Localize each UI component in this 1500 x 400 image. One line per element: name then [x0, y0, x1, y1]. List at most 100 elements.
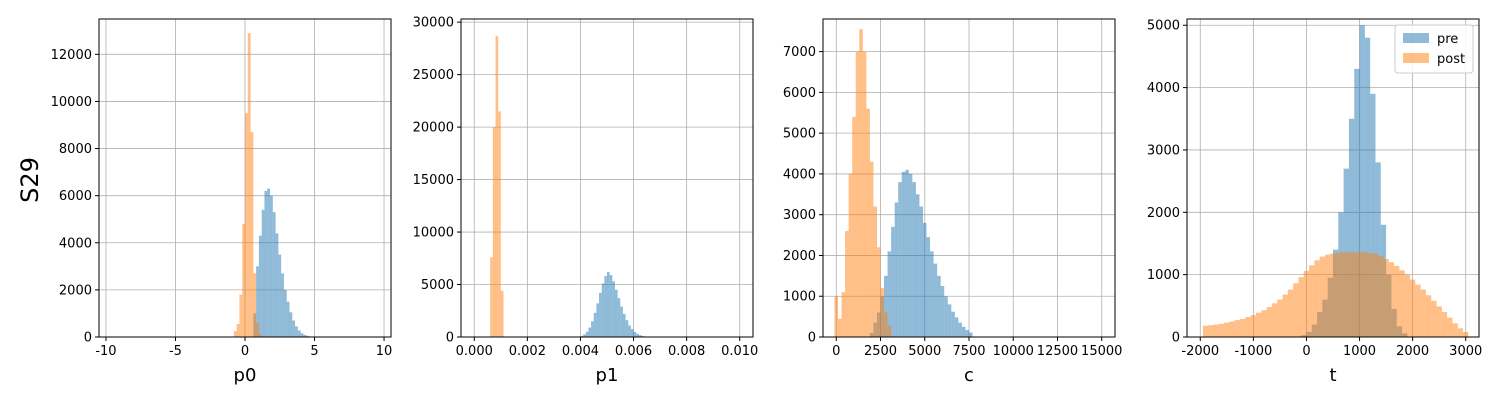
- histogram-bar: [289, 312, 293, 337]
- y-tick-label: 30000: [413, 16, 454, 31]
- histogram-bar: [617, 298, 621, 337]
- series-post: [490, 35, 504, 338]
- histogram-bar: [1367, 252, 1373, 337]
- histogram-bar: [845, 231, 849, 337]
- histogram-bar: [247, 33, 251, 338]
- chart-panel-c: 0 2500 5000 7500 10000 12500 15000 0 1000 2000 300…: [783, 18, 1122, 386]
- histogram-bar: [887, 325, 892, 337]
- series-pre: [253, 188, 312, 337]
- histogram-bar: [1394, 265, 1400, 337]
- histogram-bar: [908, 173, 913, 337]
- series-pre: [580, 271, 647, 337]
- y-tick-label: 1000: [783, 290, 816, 305]
- histogram-bar: [295, 326, 298, 337]
- histogram-bar: [937, 275, 941, 337]
- histogram-bar: [1250, 315, 1257, 337]
- histogram-bar: [1271, 303, 1278, 337]
- histogram-bar: [609, 275, 613, 337]
- x-tick-label: 3000: [1449, 344, 1482, 359]
- histogram-bar: [1364, 37, 1371, 338]
- legend-swatch-pre: [1403, 33, 1429, 43]
- x-tick-label: 10000: [993, 344, 1034, 359]
- histogram-bar: [887, 251, 892, 337]
- histogram-bar: [1303, 270, 1310, 337]
- histogram-bar: [628, 325, 631, 337]
- y-tick-label: 2000: [59, 283, 92, 298]
- histogram-bar: [1213, 324, 1219, 337]
- histogram-bar: [905, 169, 909, 337]
- histogram-bar: [919, 206, 923, 337]
- histogram-bar: [884, 275, 888, 337]
- histogram-bar: [580, 335, 584, 337]
- histogram-bar: [1388, 262, 1395, 337]
- histogram-bar: [1457, 328, 1464, 337]
- y-tick-label: 15000: [413, 173, 454, 188]
- histogram-bar: [944, 296, 948, 337]
- x-tick-label: 12500: [1037, 344, 1078, 359]
- histogram-bar: [275, 233, 279, 337]
- histogram-bar: [880, 288, 885, 337]
- histogram-bar: [841, 292, 846, 337]
- histogram-bar: [965, 330, 969, 337]
- histogram-bar: [1282, 294, 1288, 337]
- histogram-bar: [601, 283, 605, 337]
- histogram-bar: [1298, 277, 1304, 337]
- panels: -10 -5 0 5 10020004000600080001000012000p00.…: [51, 16, 1483, 386]
- histogram-bar: [256, 266, 259, 337]
- histogram-bar: [884, 312, 888, 337]
- histogram-bar: [236, 324, 240, 337]
- histogram-bar: [969, 332, 973, 337]
- histogram-bar: [1245, 317, 1251, 337]
- histogram-bar: [954, 317, 959, 337]
- histogram-bar: [1240, 318, 1246, 337]
- histogram-bar: [838, 318, 842, 337]
- histogram-bar: [876, 247, 881, 337]
- x-tick-label: 1000: [1343, 344, 1376, 359]
- histogram-bar: [585, 331, 589, 337]
- histogram-bar: [1340, 252, 1347, 337]
- histogram-bar: [495, 35, 499, 337]
- histogram-bar: [862, 51, 867, 337]
- histogram-bar: [1436, 306, 1442, 337]
- y-tick-label: 4000: [783, 167, 816, 182]
- y-tick-label: 3000: [1147, 143, 1180, 158]
- x-tick-label: 5: [310, 344, 318, 359]
- histogram-bar: [583, 334, 586, 337]
- histogram-bar: [1277, 299, 1283, 337]
- x-tick-label: 0.002: [509, 344, 546, 359]
- x-tick-label: 0: [1302, 344, 1310, 359]
- y-tick-label: 5000: [421, 278, 454, 293]
- histogram-bar: [848, 173, 853, 337]
- row-label: S29: [16, 157, 44, 203]
- histogram-bar: [1202, 325, 1209, 337]
- histogram-bar: [912, 182, 916, 337]
- histogram-bar: [630, 329, 634, 337]
- x-tick-label: 0: [241, 344, 249, 359]
- histogram-bar: [1378, 255, 1384, 337]
- y-tick-label: 6000: [783, 86, 816, 101]
- histogram-bar: [1447, 317, 1453, 337]
- x-tick-label: 7500: [952, 344, 985, 359]
- histogram-bar: [1404, 274, 1410, 337]
- y-tick-label: 0: [84, 331, 92, 346]
- histogram-bar: [620, 306, 623, 337]
- histogram-bar: [498, 111, 501, 337]
- histogram-bar: [1441, 312, 1448, 337]
- y-tick-label: 2000: [783, 249, 816, 264]
- y-tick-label: 1000: [1147, 268, 1180, 283]
- x-tick-label: 0.010: [721, 344, 758, 359]
- series-pre: [869, 169, 973, 337]
- x-tick-label: -10: [95, 344, 116, 359]
- histogram-bar: [292, 320, 296, 337]
- histogram-bar: [1314, 260, 1320, 337]
- histogram-bar: [873, 206, 877, 337]
- histogram-bar: [614, 289, 618, 337]
- histogram-bar: [1293, 283, 1299, 337]
- x-tick-label: 5000: [908, 344, 941, 359]
- histogram-bar: [286, 301, 290, 337]
- histogram-bar: [1229, 321, 1235, 337]
- y-tick-label: 0: [446, 331, 454, 346]
- histogram-bar: [898, 182, 902, 337]
- histogram-bar: [638, 335, 642, 337]
- chart-panel-p1: 0.000 0.002 0.004 0.006 0.008 0.010 0 5000 10000…: [413, 16, 759, 386]
